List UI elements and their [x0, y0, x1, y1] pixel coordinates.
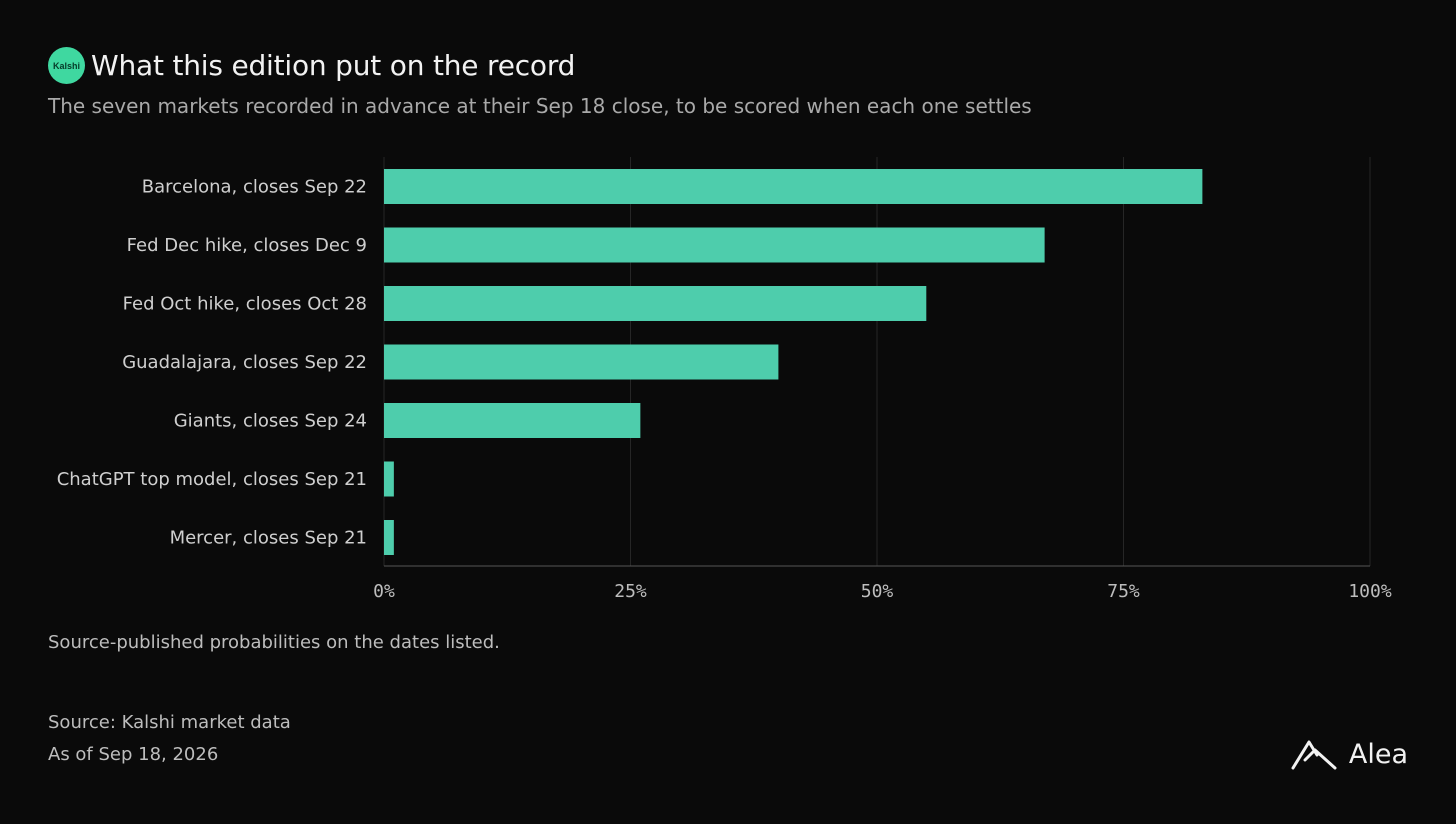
category-label-6: Mercer, closes Sep 21	[170, 528, 367, 549]
chart-note: Source-published probabilities on the da…	[48, 632, 500, 653]
alea-brand-name: Alea	[1348, 738, 1408, 770]
bar-chart: Barcelona, closes Sep 22 Fed Dec hike, cl…	[57, 157, 1392, 602]
kalshi-logo-text: Kalshi	[52, 60, 80, 71]
bar-4	[384, 403, 641, 438]
chart-subtitle: The seven markets recorded in advance at…	[48, 94, 1032, 118]
source-text: Source: Kalshi market data	[48, 712, 291, 733]
alea-brand: Alea	[1291, 738, 1408, 770]
x-tick-label-1: 25%	[614, 581, 647, 602]
category-label-1: Fed Dec hike, closes Dec 9	[127, 235, 367, 256]
category-label-0: Barcelona, closes Sep 22	[142, 177, 367, 198]
x-tick-label-2: 50%	[861, 581, 894, 602]
chart-title: What this edition put on the record	[91, 49, 576, 82]
category-label-3: Guadalajara, closes Sep 22	[122, 352, 367, 373]
x-tick-label-3: 75%	[1107, 581, 1140, 602]
x-tick-label-4: 100%	[1348, 581, 1392, 602]
chart-header: Kalshi What this edition put on the reco…	[48, 47, 575, 84]
as-of-date: As of Sep 18, 2026	[48, 744, 219, 765]
bar-0	[384, 169, 1203, 204]
bar-3	[384, 344, 779, 380]
category-label-2: Fed Oct hike, closes Oct 28	[123, 294, 367, 315]
kalshi-logo-icon: Kalshi	[48, 47, 85, 84]
bar-5	[384, 461, 394, 497]
x-tick-label-0: 0%	[373, 581, 395, 602]
alea-logo-icon	[1291, 740, 1337, 770]
category-label-4: Giants, closes Sep 24	[174, 411, 367, 432]
bar-6	[384, 520, 394, 555]
category-label-5: ChatGPT top model, closes Sep 21	[57, 469, 367, 490]
bar-1	[384, 227, 1045, 263]
bar-2	[384, 286, 927, 321]
